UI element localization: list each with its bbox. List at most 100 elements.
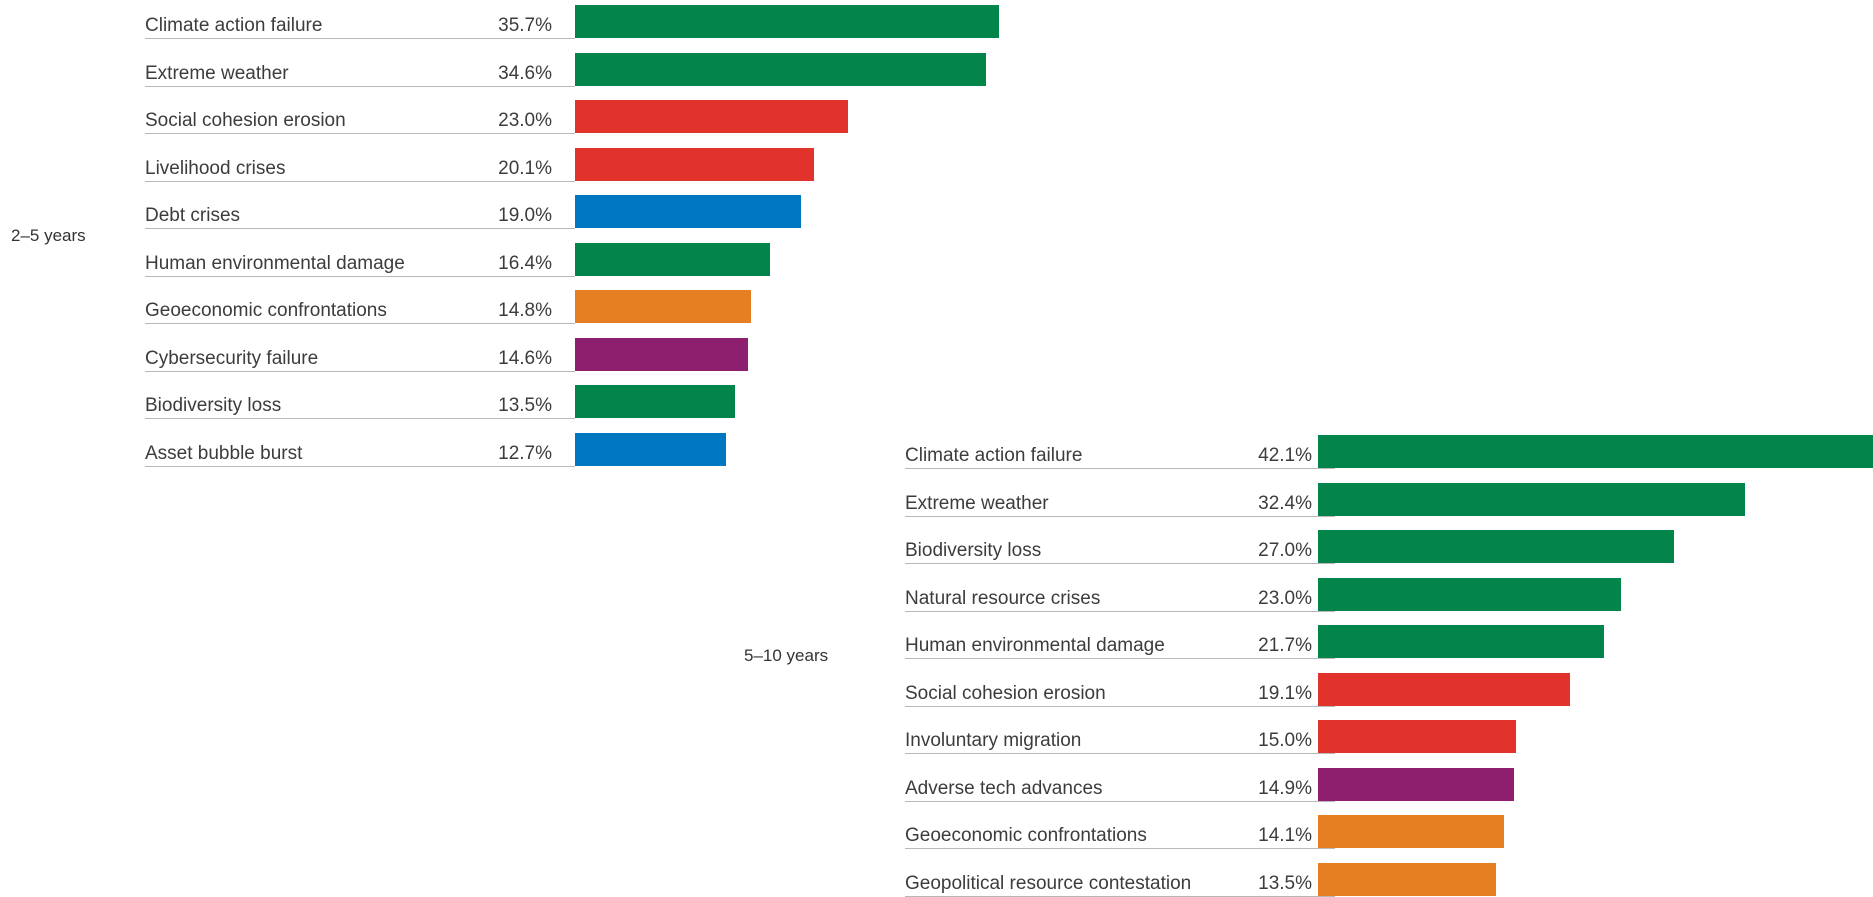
category-label: Natural resource crises: [905, 587, 1101, 609]
value-label: 19.1%: [1258, 682, 1312, 704]
chart-row: Biodiversity loss 27.0%: [905, 530, 1873, 564]
category-label: Adverse tech advances: [905, 777, 1103, 799]
bar: [575, 432, 726, 466]
bar: [575, 52, 986, 86]
bar: [575, 290, 751, 323]
row-divider: [145, 370, 575, 372]
bar: [1318, 577, 1622, 611]
row-divider: [145, 465, 575, 467]
chart-row: Extreme weather 32.4%: [905, 482, 1873, 517]
bar: [575, 100, 849, 133]
bar: [575, 242, 770, 276]
value-label: 35.7%: [498, 15, 552, 36]
bar: [1318, 815, 1504, 848]
value-label: 20.1%: [498, 157, 552, 179]
row-divider: [905, 705, 1335, 707]
value-label: 14.1%: [1258, 825, 1312, 846]
row-divider: [905, 848, 1335, 849]
category-label: Geoeconomic confrontations: [145, 300, 387, 321]
row-divider: [905, 800, 1335, 802]
category-label: Cybersecurity failure: [145, 347, 319, 369]
chart-row: Social cohesion erosion 19.1%: [905, 672, 1873, 707]
bar: [1318, 625, 1605, 658]
bar: [1318, 862, 1496, 896]
category-label: Biodiversity loss: [905, 540, 1042, 561]
bar: [575, 195, 801, 228]
value-label: 13.5%: [498, 395, 552, 416]
bar: [1318, 482, 1746, 516]
chart-row: Biodiversity loss 13.5%: [145, 385, 1075, 419]
category-label: Biodiversity loss: [145, 395, 282, 416]
row-divider: [145, 275, 575, 277]
value-label: 14.6%: [498, 347, 552, 369]
bar: [575, 337, 749, 371]
category-label: Involuntary migration: [905, 730, 1082, 751]
category-label: Social cohesion erosion: [145, 110, 346, 131]
value-label: 32.4%: [1258, 492, 1312, 514]
row-divider: [145, 133, 575, 134]
chart-row: Extreme weather 34.6%: [145, 52, 1075, 87]
bar: [575, 147, 814, 181]
category-label: Climate action failure: [905, 445, 1083, 466]
category-label: Climate action failure: [145, 15, 323, 36]
row-divider: [905, 468, 1335, 469]
chart-row: Geopolitical resource contestation 13.5%: [905, 862, 1873, 897]
chart-row: Natural resource crises 23.0%: [905, 577, 1873, 612]
bar: [575, 385, 736, 418]
category-label: Geoeconomic confrontations: [905, 825, 1147, 846]
chart-row: Debt crises 19.0%: [145, 195, 1075, 229]
value-label: 21.7%: [1258, 635, 1312, 656]
row-divider: [145, 38, 575, 39]
risk-ranking-charts: 2–5 years Climate action failure 35.7% Ext…: [11, 5, 1873, 897]
chart-row: Geoeconomic confrontations 14.1%: [905, 815, 1873, 849]
category-label: Human environmental damage: [905, 635, 1165, 656]
chart-row: Climate action failure 42.1%: [905, 435, 1873, 469]
row-divider: [145, 85, 575, 87]
category-label: Livelihood crises: [145, 157, 286, 179]
chart-row: Involuntary migration 15.0%: [905, 720, 1873, 754]
bar: [1318, 767, 1515, 801]
category-label: Human environmental damage: [145, 252, 405, 274]
row-divider: [905, 658, 1335, 659]
category-label: Extreme weather: [145, 62, 289, 84]
value-label: 15.0%: [1258, 730, 1312, 751]
row-divider: [905, 610, 1335, 612]
chart-row: Human environmental damage 16.4%: [145, 242, 1075, 277]
value-label: 14.8%: [498, 300, 552, 321]
row-divider: [905, 895, 1335, 897]
bar: [1318, 720, 1516, 753]
chart-row: Asset bubble burst 12.7%: [145, 432, 1075, 467]
chart-row: Livelihood crises 20.1%: [145, 147, 1075, 182]
period-label: 5–10 years: [744, 646, 829, 665]
row-divider: [145, 228, 575, 229]
bar: [1318, 530, 1674, 563]
row-divider: [145, 180, 575, 182]
value-label: 14.9%: [1258, 777, 1312, 799]
row-divider: [905, 515, 1335, 517]
bar: [1318, 435, 1873, 468]
value-label: 27.0%: [1258, 540, 1312, 561]
chart-row: Climate action failure 35.7%: [145, 5, 1075, 39]
value-label: 19.0%: [498, 205, 552, 226]
row-divider: [905, 753, 1335, 754]
category-label: Extreme weather: [905, 492, 1049, 514]
period-label: 2–5 years: [11, 226, 86, 245]
value-label: 34.6%: [498, 62, 552, 84]
category-label: Debt crises: [145, 205, 241, 226]
value-label: 23.0%: [1258, 587, 1312, 609]
value-label: 42.1%: [1258, 445, 1312, 466]
bar: [1318, 672, 1570, 706]
value-label: 12.7%: [498, 442, 552, 464]
chart-row: Cybersecurity failure 14.6%: [145, 337, 1075, 372]
chart-row: Adverse tech advances 14.9%: [905, 767, 1873, 802]
value-label: 16.4%: [498, 252, 552, 274]
category-label: Social cohesion erosion: [905, 682, 1106, 704]
category-label: Geopolitical resource contestation: [905, 872, 1192, 894]
row-divider: [145, 418, 575, 419]
value-label: 23.0%: [498, 110, 552, 131]
chart-row: Social cohesion erosion 23.0%: [145, 100, 1075, 134]
row-divider: [145, 323, 575, 324]
bar: [575, 5, 999, 38]
category-label: Asset bubble burst: [145, 442, 303, 464]
chart-row: Geoeconomic confrontations 14.8%: [145, 290, 1075, 324]
